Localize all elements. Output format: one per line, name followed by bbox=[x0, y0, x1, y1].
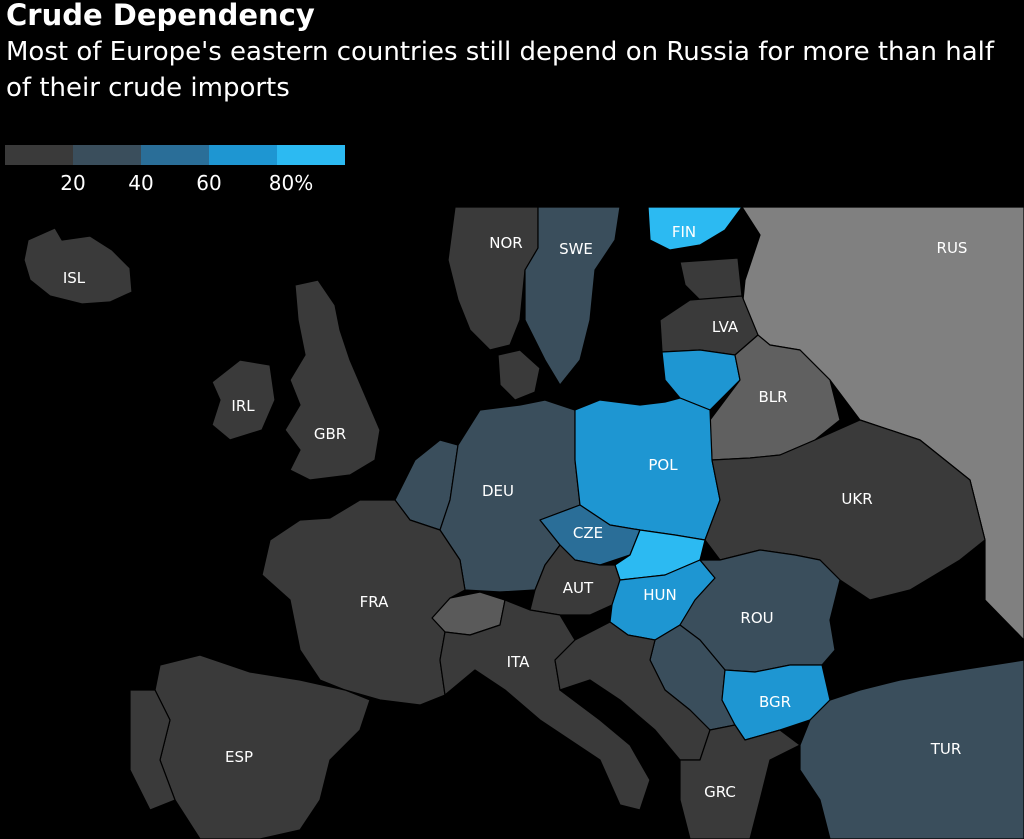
legend-ticks: 20 40 60 80% bbox=[5, 165, 345, 195]
country-SWE[interactable] bbox=[524, 206, 621, 386]
label-DEU: DEU bbox=[482, 482, 514, 500]
label-BGR: BGR bbox=[759, 693, 791, 711]
label-HUN: HUN bbox=[643, 586, 676, 604]
legend-swatch-80-100 bbox=[277, 145, 345, 165]
legend-tick: 40 bbox=[128, 171, 154, 195]
legend-swatch-60-80 bbox=[209, 145, 277, 165]
label-GBR: GBR bbox=[314, 425, 346, 443]
legend-swatch-40-60 bbox=[141, 145, 209, 165]
label-SWE: SWE bbox=[559, 240, 593, 258]
legend-tick: 20 bbox=[60, 171, 86, 195]
label-ITA: ITA bbox=[507, 653, 530, 671]
country-FIN[interactable] bbox=[647, 206, 743, 251]
label-CZE: CZE bbox=[573, 524, 603, 542]
country-PRT[interactable] bbox=[129, 689, 176, 811]
label-ISL: ISL bbox=[63, 269, 86, 287]
label-FRA: FRA bbox=[360, 593, 389, 611]
legend-swatch-0-20 bbox=[5, 145, 73, 165]
country-DNK[interactable] bbox=[497, 349, 541, 401]
label-NOR: NOR bbox=[489, 234, 522, 252]
chart-subtitle: Most of Europe's eastern countries still… bbox=[6, 37, 994, 103]
label-RUS: RUS bbox=[937, 239, 968, 257]
label-AUT: AUT bbox=[563, 579, 594, 597]
country-FRA[interactable] bbox=[261, 499, 466, 706]
country-ITA[interactable] bbox=[439, 599, 651, 811]
label-ESP: ESP bbox=[225, 748, 253, 766]
legend-swatch-20-40 bbox=[73, 145, 141, 165]
label-UKR: UKR bbox=[841, 490, 872, 508]
country-ISL[interactable] bbox=[23, 227, 133, 305]
label-LVA: LVA bbox=[712, 318, 739, 336]
label-IRL: IRL bbox=[231, 397, 255, 415]
country-LVA[interactable] bbox=[659, 295, 759, 356]
legend-tick: 60 bbox=[196, 171, 222, 195]
chart-title: Crude Dependency bbox=[6, 0, 315, 32]
label-POL: POL bbox=[648, 456, 678, 474]
label-BLR: BLR bbox=[758, 388, 787, 406]
label-GRC: GRC bbox=[704, 783, 736, 801]
country-IRL[interactable] bbox=[211, 359, 276, 441]
label-TUR: TUR bbox=[930, 740, 962, 758]
country-EST[interactable] bbox=[679, 257, 743, 301]
legend-tick: 80% bbox=[268, 171, 314, 195]
color-legend: 20 40 60 80% bbox=[5, 145, 345, 195]
label-FIN: FIN bbox=[672, 223, 696, 241]
country-LTU[interactable] bbox=[661, 349, 741, 411]
country-TUR[interactable] bbox=[799, 659, 1024, 839]
legend-bar bbox=[5, 145, 345, 165]
country-GBR[interactable] bbox=[284, 279, 381, 481]
label-ROU: ROU bbox=[740, 609, 773, 627]
